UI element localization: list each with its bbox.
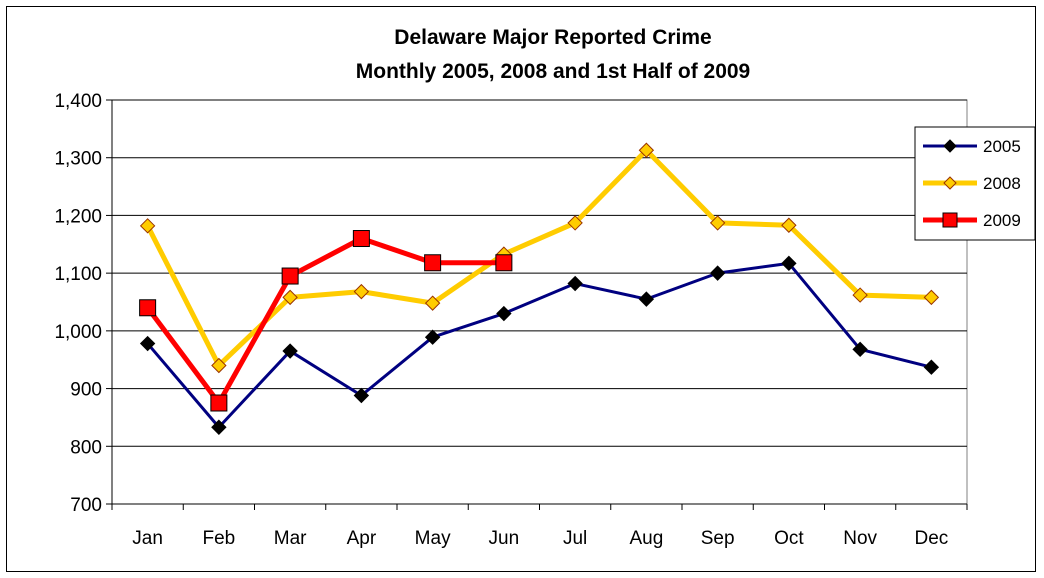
x-tick-label: Apr	[347, 528, 377, 549]
point-marker	[495, 254, 513, 272]
series-layer	[139, 142, 940, 435]
y-tick-label: 1,400	[54, 91, 102, 112]
point-marker	[638, 291, 655, 307]
point-marker	[567, 275, 583, 292]
point-marker	[353, 283, 370, 300]
point-marker	[852, 341, 868, 358]
axes: 700 800 900 1,000 1,100 1,200 1,300 1,400 Jan Feb…	[54, 91, 968, 549]
series-line	[145, 236, 504, 406]
point-marker	[139, 335, 156, 352]
point-marker	[496, 305, 512, 322]
point-marker	[424, 254, 442, 272]
point-marker	[282, 343, 298, 359]
y-tick-label: 800	[70, 437, 102, 458]
x-tick-label: Jul	[563, 528, 587, 549]
point-marker	[942, 212, 958, 228]
legend: 2005 2008 2009	[914, 126, 1036, 241]
point-marker	[923, 289, 940, 306]
point-marker	[638, 142, 655, 158]
x-tick-label: Oct	[774, 528, 804, 549]
point-marker	[139, 299, 157, 317]
legend-item-2009: 2009	[923, 211, 1021, 230]
x-tick-label: Feb	[203, 528, 236, 549]
y-tick-label: 700	[70, 495, 102, 516]
x-tick-label: Aug	[629, 528, 663, 549]
y-tick-label: 1,300	[54, 149, 102, 170]
plot-area	[111, 99, 968, 505]
point-marker	[424, 329, 441, 345]
point-marker	[709, 265, 726, 281]
point-marker	[353, 387, 370, 404]
series-line	[145, 147, 932, 368]
x-tick-label: Nov	[843, 528, 877, 549]
point-marker	[943, 176, 957, 190]
point-marker	[281, 267, 299, 285]
point-marker	[781, 255, 797, 272]
legend-label: 2009	[983, 211, 1021, 230]
point-marker	[781, 217, 797, 233]
y-tick-label: 1,000	[54, 322, 102, 343]
point-marker	[923, 359, 940, 375]
y-tick-label: 900	[70, 380, 102, 401]
point-marker	[211, 357, 227, 374]
point-marker	[282, 289, 298, 306]
legend-item-2005: 2005	[923, 137, 1021, 156]
point-marker	[709, 215, 726, 231]
series-line	[146, 261, 932, 429]
point-marker	[352, 230, 370, 248]
series-2005	[139, 255, 940, 435]
x-tick-label: Sep	[701, 528, 735, 549]
legend-label: 2005	[983, 137, 1021, 156]
point-marker	[211, 419, 227, 435]
chart-title: Delaware Major Reported Crime	[394, 26, 711, 49]
point-marker	[139, 218, 156, 234]
x-tick-label: Mar	[274, 528, 307, 549]
y-tick-label: 1,100	[54, 264, 102, 285]
legend-label: 2008	[983, 174, 1021, 193]
legend-item-2008: 2008	[923, 174, 1021, 193]
x-tick-label: Dec	[914, 528, 948, 549]
x-tick-label: Jan	[132, 528, 163, 549]
point-marker	[943, 139, 957, 153]
point-marker	[567, 215, 583, 231]
chart-subtitle: Monthly 2005, 2008 and 1st Half of 2009	[356, 60, 751, 83]
x-tick-label: May	[415, 528, 451, 549]
series-2009	[139, 230, 513, 412]
point-marker	[424, 295, 441, 311]
y-tick-label: 1,200	[54, 206, 102, 227]
point-marker	[210, 394, 228, 412]
point-marker	[852, 287, 868, 303]
x-tick-label: Jun	[489, 528, 520, 549]
